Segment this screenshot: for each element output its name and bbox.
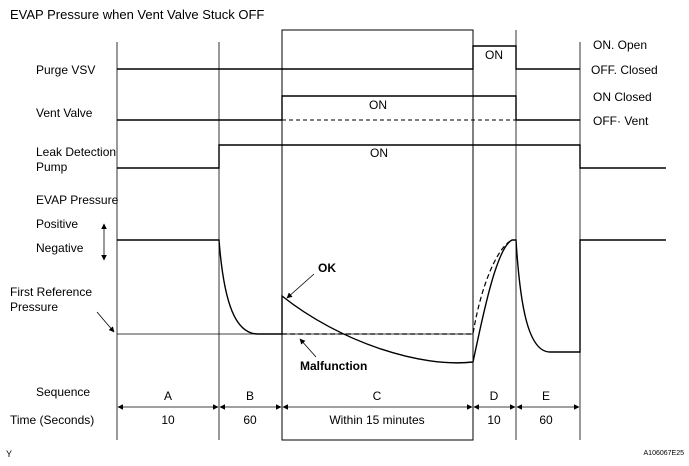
purge-vsv-label: Purge VSV: [36, 63, 95, 77]
vent-state-on: ON Closed: [593, 90, 652, 104]
vent-on-label: ON: [369, 98, 387, 112]
sequence-step-a: A: [164, 389, 172, 403]
sequence-label: Sequence: [36, 385, 90, 399]
negative-label: Negative: [36, 241, 84, 255]
time-value-a: 10: [161, 413, 175, 427]
time-value-e: 60: [539, 413, 553, 427]
evap-ok-trace: [282, 239, 513, 335]
diagram-title: EVAP Pressure when Vent Valve Stuck OFF: [10, 7, 264, 22]
phase-boundaries: [116, 30, 581, 440]
purge-state-off: OFF. Closed: [591, 63, 658, 77]
pump-label-line2: Pump: [36, 160, 68, 174]
ok-label: OK: [318, 261, 336, 275]
time-value-b: 60: [243, 413, 257, 427]
vent-valve-label: Vent Valve: [36, 106, 93, 120]
time-label: Time (Seconds): [10, 413, 94, 427]
time-value-d: 10: [487, 413, 501, 427]
sequence-step-d: D: [490, 389, 499, 403]
sequence-step-c: C: [373, 389, 382, 403]
first-reference-label-line2: Pressure: [10, 300, 58, 314]
evap-pressure-trace: [117, 239, 666, 364]
positive-label: Positive: [36, 217, 78, 231]
vent-state-off: OFF· Vent: [593, 114, 649, 128]
purge-state-on: ON. Open: [593, 38, 647, 52]
ok-pointer-arrow: [286, 273, 315, 299]
vent-valve-trace: [117, 95, 580, 121]
time-value-c: Within 15 minutes: [329, 413, 424, 427]
purge-vsv-trace: [117, 45, 580, 70]
reference-pointer-arrow: [96, 311, 115, 333]
evap-pressure-label: EVAP Pressure: [36, 193, 119, 207]
footer-mark: Y: [6, 449, 12, 459]
malfunction-pointer-arrow: [299, 338, 317, 358]
first-reference-label-line1: First Reference: [10, 285, 92, 299]
purge-on-label: ON: [485, 48, 503, 62]
pump-label-line1: Leak Detection: [36, 145, 116, 159]
pump-trace: [117, 144, 666, 169]
phase-c-box: [281, 29, 474, 441]
figure-code: A106067E25: [644, 450, 685, 457]
sequence-step-b: B: [246, 389, 254, 403]
malfunction-label: Malfunction: [300, 359, 367, 373]
pump-on-label: ON: [370, 146, 388, 160]
sequence-step-e: E: [542, 389, 550, 403]
